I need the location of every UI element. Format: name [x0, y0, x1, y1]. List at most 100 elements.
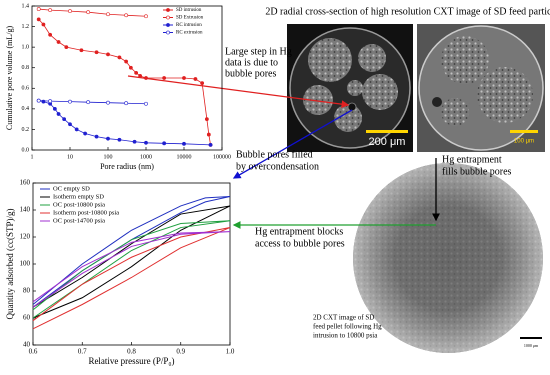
y-tick-label: 1.2: [22, 24, 30, 30]
point: [68, 9, 72, 14]
legend-marker: [166, 15, 170, 20]
annotation: intrusion to 10800 psia: [313, 332, 378, 340]
point: [48, 8, 53, 13]
point: [36, 17, 41, 22]
point: [193, 77, 198, 81]
point: [48, 99, 53, 104]
series-line: [38, 8, 147, 17]
point: [162, 141, 167, 146]
point: [94, 50, 99, 55]
point: [128, 65, 133, 70]
point: [64, 45, 69, 50]
annotation: Hg entrapment: [442, 154, 502, 165]
point: [208, 142, 213, 147]
y-tick-label: 160: [20, 179, 31, 187]
legend-label: OC post-10800 psia: [53, 201, 105, 208]
point: [124, 59, 129, 64]
annotation: Hg entrapment blocks: [255, 226, 343, 237]
point: [117, 137, 122, 142]
y-tick-label: 0.0: [22, 147, 30, 153]
x-tick-label: 100: [104, 154, 113, 160]
y-tick-label: 0.2: [22, 127, 30, 133]
pellet-image: [353, 163, 543, 353]
series-line: [38, 19, 211, 145]
legend-marker: [166, 30, 170, 35]
y-tick-label: 1.0: [22, 45, 30, 51]
arrow: [127, 75, 350, 109]
point: [41, 22, 46, 27]
legend-label: RC intrusion: [176, 23, 202, 28]
scale-label: 1000 μm: [524, 343, 539, 348]
point: [106, 12, 110, 17]
legend-label: Isotherm empty SD: [53, 193, 104, 200]
point: [124, 101, 129, 106]
x-tick-label: 100000: [213, 154, 231, 160]
x-tick-label: 0.7: [78, 348, 87, 356]
y-tick-label: 80: [23, 287, 31, 295]
cxt-image-left: [287, 24, 413, 152]
series-line: [38, 100, 147, 105]
x-tick-label: 1.0: [226, 348, 235, 356]
point: [138, 74, 143, 78]
legend-label: SD intrusion: [176, 8, 202, 13]
point: [106, 136, 110, 141]
point: [56, 112, 61, 116]
point: [124, 13, 129, 18]
point: [182, 76, 186, 80]
point: [36, 7, 41, 11]
point: [74, 127, 79, 132]
annotation: by overcondensation: [236, 161, 319, 172]
point: [86, 10, 91, 15]
point: [83, 131, 88, 136]
point: [68, 122, 72, 127]
point: [204, 117, 209, 122]
y-axis-label: Quantity adsorbed (cc(STP)/g): [5, 209, 15, 320]
x-tick-label: 1: [31, 154, 34, 160]
legend-label: OC empty SD: [53, 185, 90, 192]
point: [36, 98, 41, 103]
point: [200, 81, 205, 86]
annotation: data is due to: [225, 57, 278, 68]
legend-label: SD Extrusion: [176, 16, 204, 21]
annotation: Large step in Hg: [225, 46, 292, 57]
y-tick-label: 120: [20, 233, 31, 241]
cxt-image-right: [417, 24, 545, 152]
y-tick-label: 0.4: [22, 106, 30, 112]
y-tick-label: 100: [20, 260, 31, 268]
legend-label: RC extrusion: [176, 31, 203, 36]
annotation: Bubble pores filled: [236, 149, 313, 160]
legend-label: OC post-14700 psia: [53, 217, 105, 224]
annotation: bubble pores: [225, 68, 276, 79]
annotation: feed pellet following Hg: [313, 323, 382, 331]
x-tick-label: 0.9: [176, 348, 185, 356]
x-tick-label: 0.6: [29, 348, 38, 356]
point: [94, 134, 99, 139]
annotation: access to bubble pores: [255, 238, 345, 249]
x-tick-label: 0.8: [127, 348, 136, 356]
series-line: [32, 205, 231, 319]
scale-label: 100 μm: [514, 139, 534, 145]
point: [132, 139, 137, 144]
point: [48, 32, 53, 37]
point: [62, 117, 67, 122]
image-title: 2D radial cross-section of high resoluti…: [265, 6, 550, 17]
series-line: [32, 220, 231, 319]
series-line: [32, 227, 231, 330]
legend-label: Isotherm post-10800 psia: [53, 209, 119, 216]
point: [206, 132, 211, 137]
x-tick-label: 1000: [140, 154, 152, 160]
point: [56, 40, 61, 44]
y-tick-label: 0.8: [22, 65, 30, 71]
annotation: 2D CXT image of SD: [313, 314, 374, 322]
point: [134, 70, 139, 75]
point: [144, 101, 148, 106]
point: [52, 106, 57, 111]
series-line: [38, 100, 211, 146]
y-tick-label: 140: [20, 206, 31, 214]
point: [117, 55, 122, 60]
x-tick-label: 10000: [177, 154, 192, 160]
point: [144, 14, 148, 19]
x-axis-label: Relative pressure (P/P₀): [88, 356, 174, 366]
x-tick-label: 10: [67, 154, 73, 160]
y-tick-label: 60: [23, 314, 31, 322]
